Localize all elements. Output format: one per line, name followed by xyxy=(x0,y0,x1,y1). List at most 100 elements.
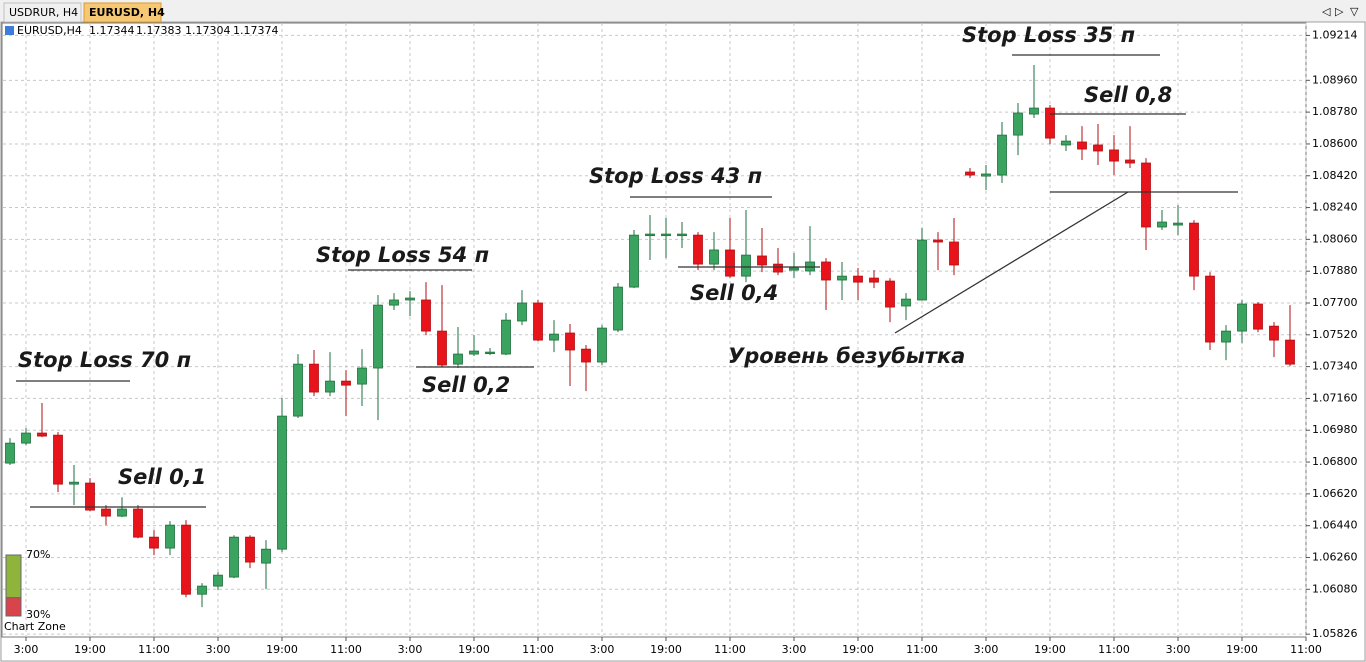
x-tick-label: 11:00 xyxy=(522,643,554,656)
y-tick-label: 1.06080 xyxy=(1312,582,1358,595)
candle-body xyxy=(1045,107,1055,139)
x-tick-label: 3:00 xyxy=(206,643,231,656)
candle-body xyxy=(949,241,959,266)
candle-body xyxy=(629,234,639,288)
x-tick-label: 19:00 xyxy=(1034,643,1066,656)
candle-body xyxy=(597,327,607,363)
zone-lower-label: 30% xyxy=(26,608,50,621)
candle-body xyxy=(165,524,175,549)
candle-body xyxy=(517,302,527,322)
candle-body xyxy=(997,134,1007,176)
x-tick-label: 19:00 xyxy=(1226,643,1258,656)
x-tick-label: 19:00 xyxy=(458,643,490,656)
candle-body xyxy=(981,173,991,177)
y-tick-label: 1.08420 xyxy=(1312,169,1358,182)
y-tick-label: 1.08960 xyxy=(1312,73,1358,86)
y-tick-label: 1.06620 xyxy=(1312,487,1358,500)
candle-body xyxy=(53,434,63,485)
window-controls[interactable]: ◁ ▷ ▽ xyxy=(1322,5,1359,18)
candle-body xyxy=(613,286,623,331)
y-tick-label: 1.08600 xyxy=(1312,137,1358,150)
zone-lower xyxy=(5,597,22,617)
ohlc-value: 1.17374 xyxy=(233,24,279,37)
candle-body xyxy=(149,536,159,549)
candle-body xyxy=(261,548,271,564)
zone-upper-label: 70% xyxy=(26,548,50,561)
annotation: Уровень безубытка xyxy=(728,344,965,368)
tab[interactable] xyxy=(83,2,162,23)
candle-body xyxy=(533,302,543,341)
y-tick-label: 1.07700 xyxy=(1312,296,1358,309)
candle-body xyxy=(133,508,143,538)
candle-body xyxy=(1269,325,1279,341)
candle-body xyxy=(485,351,495,355)
tab-label[interactable]: EURUSD, H4 xyxy=(89,6,165,19)
candle-body xyxy=(357,367,367,385)
annotation-lines xyxy=(16,54,1238,508)
candle-body xyxy=(773,263,783,273)
scroll-right[interactable]: ▷ xyxy=(1335,5,1344,18)
candle-body xyxy=(549,333,559,341)
candle-body xyxy=(965,171,975,176)
candle-body xyxy=(917,239,927,301)
candle-body xyxy=(1061,140,1071,146)
y-tick-label: 1.08780 xyxy=(1312,105,1358,118)
x-tick-label: 19:00 xyxy=(74,643,106,656)
candle-body xyxy=(1013,112,1023,136)
candle-body xyxy=(901,298,911,307)
candle-body xyxy=(1077,141,1087,150)
symbol-icon xyxy=(5,26,14,35)
tab[interactable] xyxy=(3,2,82,23)
annotation: Sell 0,2 xyxy=(422,373,510,397)
candle-body xyxy=(837,275,847,281)
candle-body xyxy=(1029,107,1039,115)
scroll-left[interactable]: ◁ xyxy=(1322,5,1331,18)
candle-body xyxy=(1093,144,1103,152)
tab-menu[interactable]: ▽ xyxy=(1350,5,1359,18)
candle-body xyxy=(1157,221,1167,228)
candle-body xyxy=(469,350,479,355)
candle-body xyxy=(1109,149,1119,162)
x-tick-label: 3:00 xyxy=(974,643,999,656)
annotation: Stop Loss 43 п xyxy=(589,164,762,188)
candle-body xyxy=(565,332,575,351)
candle-body xyxy=(277,415,287,550)
candle-body xyxy=(885,280,895,308)
candle-body xyxy=(37,432,47,437)
candle-body xyxy=(181,524,191,595)
candle-body xyxy=(117,508,127,517)
y-tick-label: 1.08060 xyxy=(1312,232,1358,245)
x-tick-label: 19:00 xyxy=(266,643,298,656)
annotation: Sell 0,8 xyxy=(1084,83,1172,107)
tab-bar: USDRUR, H4 EURUSD, H4 xyxy=(3,2,165,23)
x-tick-label: 19:00 xyxy=(842,643,874,656)
candle-body xyxy=(421,299,431,332)
candle-body xyxy=(645,233,655,237)
ohlc-value: 1.17383 xyxy=(136,24,182,37)
candle-body xyxy=(437,330,447,366)
candle-body xyxy=(293,363,303,417)
candle-body xyxy=(933,239,943,243)
candle-body xyxy=(741,254,751,277)
annotation: Stop Loss 70 п xyxy=(18,348,191,372)
candles xyxy=(5,64,1295,608)
zone-label: Chart Zone xyxy=(4,620,66,633)
y-tick-label: 1.06800 xyxy=(1312,455,1358,468)
candle-body xyxy=(1173,222,1183,226)
candle-body xyxy=(725,249,735,277)
candle-body xyxy=(661,233,671,237)
candle-body xyxy=(1189,222,1199,277)
candle-body xyxy=(693,234,703,265)
symbol: EURUSD,H4 xyxy=(17,24,82,37)
candle-body xyxy=(85,482,95,511)
y-tick-label: 1.06260 xyxy=(1312,550,1358,563)
candle-body xyxy=(853,275,863,283)
tab-label[interactable]: USDRUR, H4 xyxy=(9,6,78,19)
y-tick-label: 1.07160 xyxy=(1312,391,1358,404)
y-tick-label: 1.09214 xyxy=(1312,28,1358,41)
candle-body xyxy=(1237,303,1247,332)
x-tick-label: 11:00 xyxy=(1290,643,1322,656)
plot-area xyxy=(1,22,1307,638)
candle-body xyxy=(197,585,207,595)
